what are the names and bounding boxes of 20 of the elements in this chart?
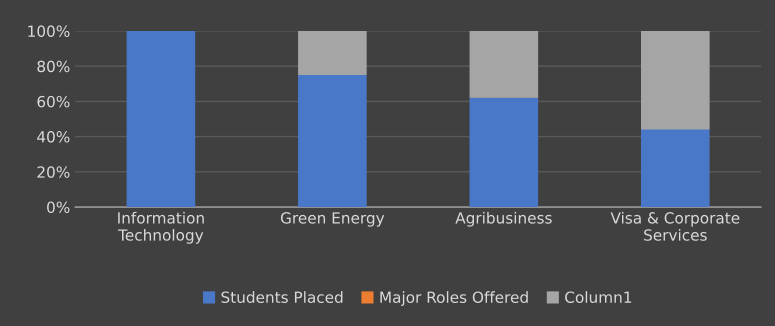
x-tick-label: Visa & Corporate Services	[610, 212, 740, 241]
bar	[641, 30, 710, 130]
y-tick-label: 0%	[47, 201, 70, 214]
y-tick-label: 80%	[37, 60, 70, 72]
y-tick-label: 40%	[37, 131, 70, 143]
x-tick-label: Agribusiness	[455, 212, 552, 227]
legend-label: Students Placed	[222, 291, 342, 303]
legend-label: Major Roles Offered	[380, 291, 528, 306]
bar	[641, 130, 710, 208]
bar	[298, 74, 367, 208]
y-tick-label: 20%	[37, 166, 70, 178]
y-tick-label: 100%	[28, 25, 70, 37]
x-tick-label: Information Technology	[118, 212, 204, 244]
y-tick-label: 60%	[37, 96, 70, 108]
bar	[470, 30, 538, 98]
legend-label: Column1	[565, 291, 632, 303]
bar	[470, 98, 538, 208]
bar	[126, 30, 196, 208]
x-tick-label: Green Energy	[280, 212, 384, 227]
bar	[298, 30, 367, 75]
